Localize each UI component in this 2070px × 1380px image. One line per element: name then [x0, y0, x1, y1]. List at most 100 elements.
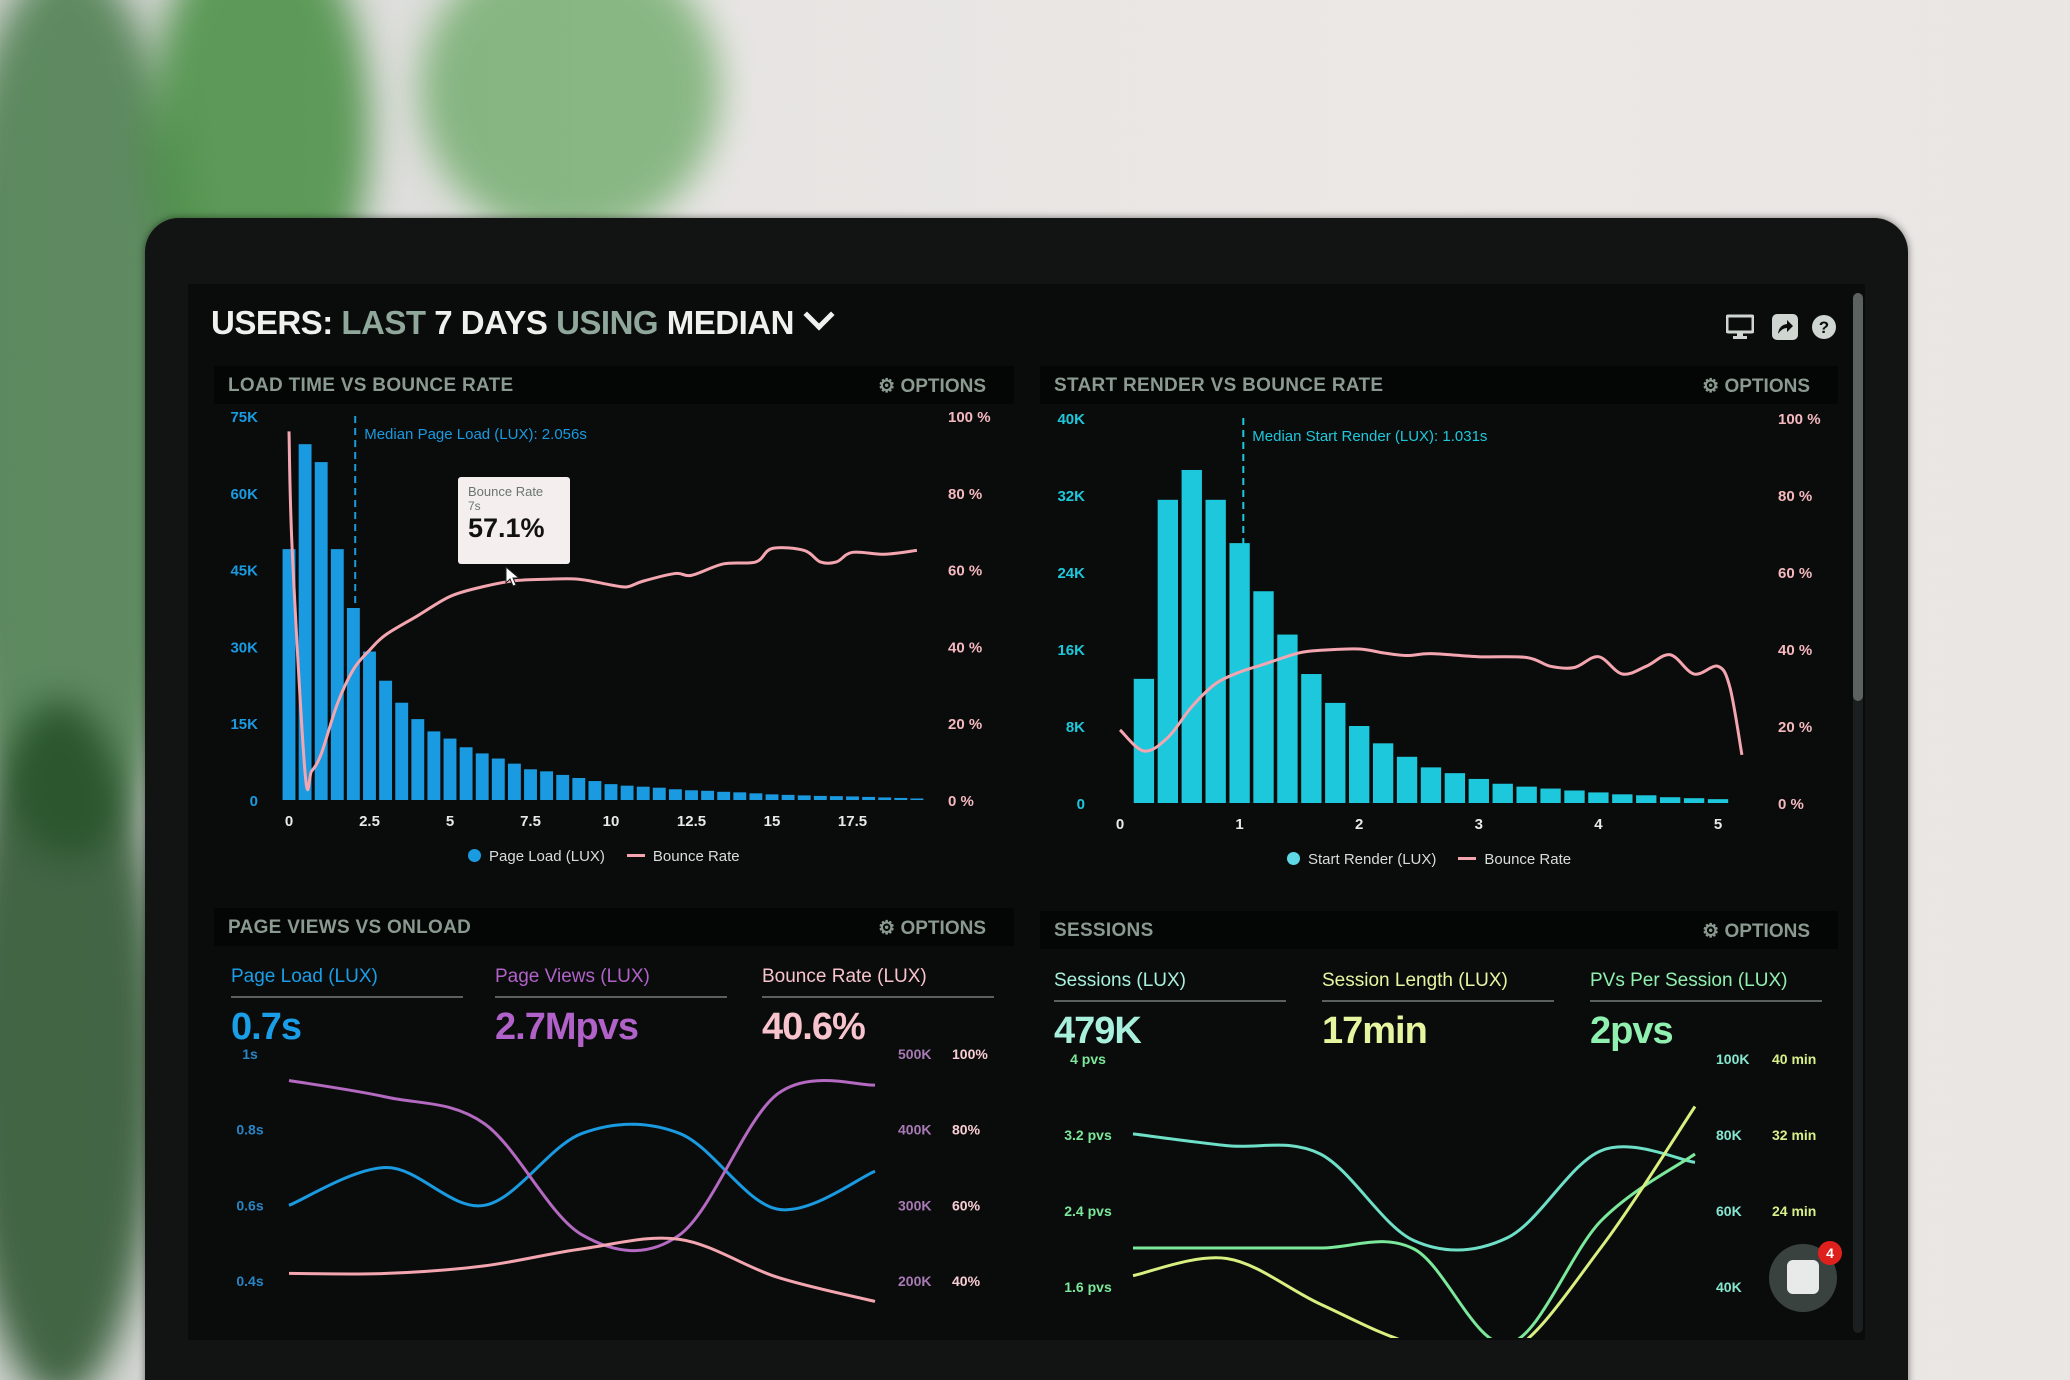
histogram-bar[interactable] — [1492, 783, 1513, 803]
y-left-tick-label: 0 — [250, 793, 258, 810]
histogram-bar[interactable] — [862, 796, 876, 800]
legend-label[interactable]: Start Render (LUX) — [1308, 851, 1437, 868]
histogram-bar[interactable] — [540, 771, 554, 800]
histogram-bar[interactable] — [813, 795, 827, 800]
histogram-bar[interactable] — [1588, 792, 1609, 803]
histogram-bar[interactable] — [668, 789, 682, 800]
histogram-bar[interactable] — [379, 680, 393, 800]
histogram-bar[interactable] — [1683, 798, 1705, 803]
x-tick-label: 10 — [603, 813, 620, 830]
share-icon[interactable] — [1771, 314, 1799, 340]
histogram-bar[interactable] — [652, 787, 666, 800]
options-button[interactable]: ⚙ OPTIONS — [1702, 376, 1810, 397]
histogram-bar[interactable] — [1157, 499, 1179, 803]
histogram-bar[interactable] — [894, 797, 908, 800]
histogram-bar[interactable] — [1396, 756, 1418, 803]
histogram-bar[interactable] — [1181, 469, 1202, 803]
histogram-bar[interactable] — [620, 785, 634, 800]
y-left-tick-label: 40K — [1057, 411, 1085, 428]
histogram-bar[interactable] — [1540, 788, 1561, 803]
histogram-bar[interactable] — [749, 793, 763, 800]
bounce-rate-line[interactable] — [287, 431, 918, 792]
histogram-bar[interactable] — [1372, 743, 1394, 803]
histogram-bar[interactable] — [572, 777, 586, 800]
histogram-bar[interactable] — [1420, 767, 1442, 803]
series-line[interactable] — [288, 1236, 876, 1303]
histogram-bar[interactable] — [765, 794, 779, 800]
histogram-bar[interactable] — [282, 549, 296, 800]
histogram-bar[interactable] — [298, 444, 312, 800]
histogram-bar[interactable] — [701, 790, 715, 800]
histogram-bar[interactable] — [507, 763, 521, 800]
histogram-bar[interactable] — [1133, 678, 1155, 803]
histogram-bar[interactable] — [685, 790, 698, 800]
histogram-bar[interactable] — [314, 462, 328, 800]
options-button[interactable]: ⚙ OPTIONS — [1702, 921, 1810, 942]
histogram-bar[interactable] — [636, 786, 650, 800]
bounce-rate-line[interactable] — [1118, 647, 1744, 756]
histogram-bar[interactable] — [1349, 726, 1370, 803]
histogram-bar[interactable] — [346, 608, 360, 800]
histogram-bar[interactable] — [443, 738, 457, 800]
series-line[interactable] — [288, 1122, 876, 1212]
histogram-bar[interactable] — [395, 702, 409, 800]
histogram-bar[interactable] — [733, 792, 747, 800]
histogram-bar[interactable] — [475, 753, 489, 800]
y-left-tick-label: 24K — [1057, 565, 1085, 582]
histogram-bar[interactable] — [524, 769, 537, 800]
histogram-bar[interactable] — [1301, 674, 1322, 803]
histogram-bar[interactable] — [330, 549, 344, 800]
series-line[interactable] — [1132, 1105, 1697, 1361]
histogram-bar[interactable] — [846, 796, 859, 800]
legend-label[interactable]: Page Load (LUX) — [489, 848, 605, 865]
histogram-bar[interactable] — [1564, 790, 1585, 803]
histogram-bar[interactable] — [797, 795, 811, 800]
histogram-bar[interactable] — [717, 791, 731, 800]
histogram-bar[interactable] — [556, 774, 570, 800]
histogram-bar[interactable] — [1636, 795, 1657, 803]
histogram-bar[interactable] — [1253, 591, 1274, 803]
histogram-bar[interactable] — [1468, 778, 1489, 803]
monitor-icon[interactable] — [1725, 314, 1755, 340]
histogram-bar[interactable] — [411, 719, 425, 800]
histogram-bar[interactable] — [1516, 786, 1537, 803]
panel-header-load-time: LOAD TIME VS BOUNCE RATE ⚙ OPTIONS — [214, 366, 1014, 404]
series-line[interactable] — [288, 1079, 876, 1253]
scrollbar-thumb[interactable] — [1853, 293, 1863, 701]
axis-tick-label: 0.6s — [236, 1197, 263, 1213]
histogram-bar[interactable] — [1325, 702, 1346, 803]
axis-tick-label: 1s — [242, 1046, 258, 1062]
histogram-bar[interactable] — [363, 651, 376, 800]
histogram-bar[interactable] — [427, 731, 441, 800]
kpi-label: Page Views (LUX) — [495, 966, 727, 998]
histogram-bar[interactable] — [459, 747, 473, 800]
options-button[interactable]: ⚙ OPTIONS — [878, 918, 986, 939]
axis-tick-label: 80% — [952, 1122, 981, 1138]
x-tick-label: 1 — [1235, 816, 1243, 833]
help-icon[interactable]: ? — [1810, 314, 1838, 340]
histogram-bar[interactable] — [1659, 797, 1681, 803]
options-button[interactable]: ⚙ OPTIONS — [878, 376, 986, 397]
histogram-bar[interactable] — [910, 798, 924, 800]
histogram-bar[interactable] — [829, 796, 843, 800]
legend-label[interactable]: Bounce Rate — [1484, 851, 1572, 868]
histogram-bar[interactable] — [878, 797, 892, 800]
series-line[interactable] — [1132, 1132, 1696, 1252]
histogram-bar[interactable] — [604, 784, 618, 800]
histogram-bar[interactable] — [1205, 499, 1226, 803]
title-using: USING — [556, 304, 659, 341]
histogram-bar[interactable] — [588, 781, 602, 800]
legend-label[interactable]: Bounce Rate — [652, 848, 740, 865]
histogram-bar[interactable] — [1707, 799, 1729, 803]
histogram-bar[interactable] — [1277, 634, 1298, 803]
page-title[interactable]: USERS: LAST 7 DAYS USING MEDIAN — [211, 299, 835, 342]
kpi-page-views: Page Views (LUX) 2.7Mpvs — [495, 966, 727, 1049]
legend-dot — [468, 849, 481, 862]
series-line[interactable] — [1132, 1152, 1696, 1344]
bounce-rate-tooltip: Bounce Rate 7s 57.1% — [458, 477, 570, 564]
scrollbar[interactable] — [1853, 293, 1863, 1333]
histogram-bar[interactable] — [491, 758, 505, 800]
histogram-bar[interactable] — [781, 794, 795, 800]
histogram-bar[interactable] — [1612, 794, 1633, 803]
histogram-bar[interactable] — [1444, 773, 1466, 803]
